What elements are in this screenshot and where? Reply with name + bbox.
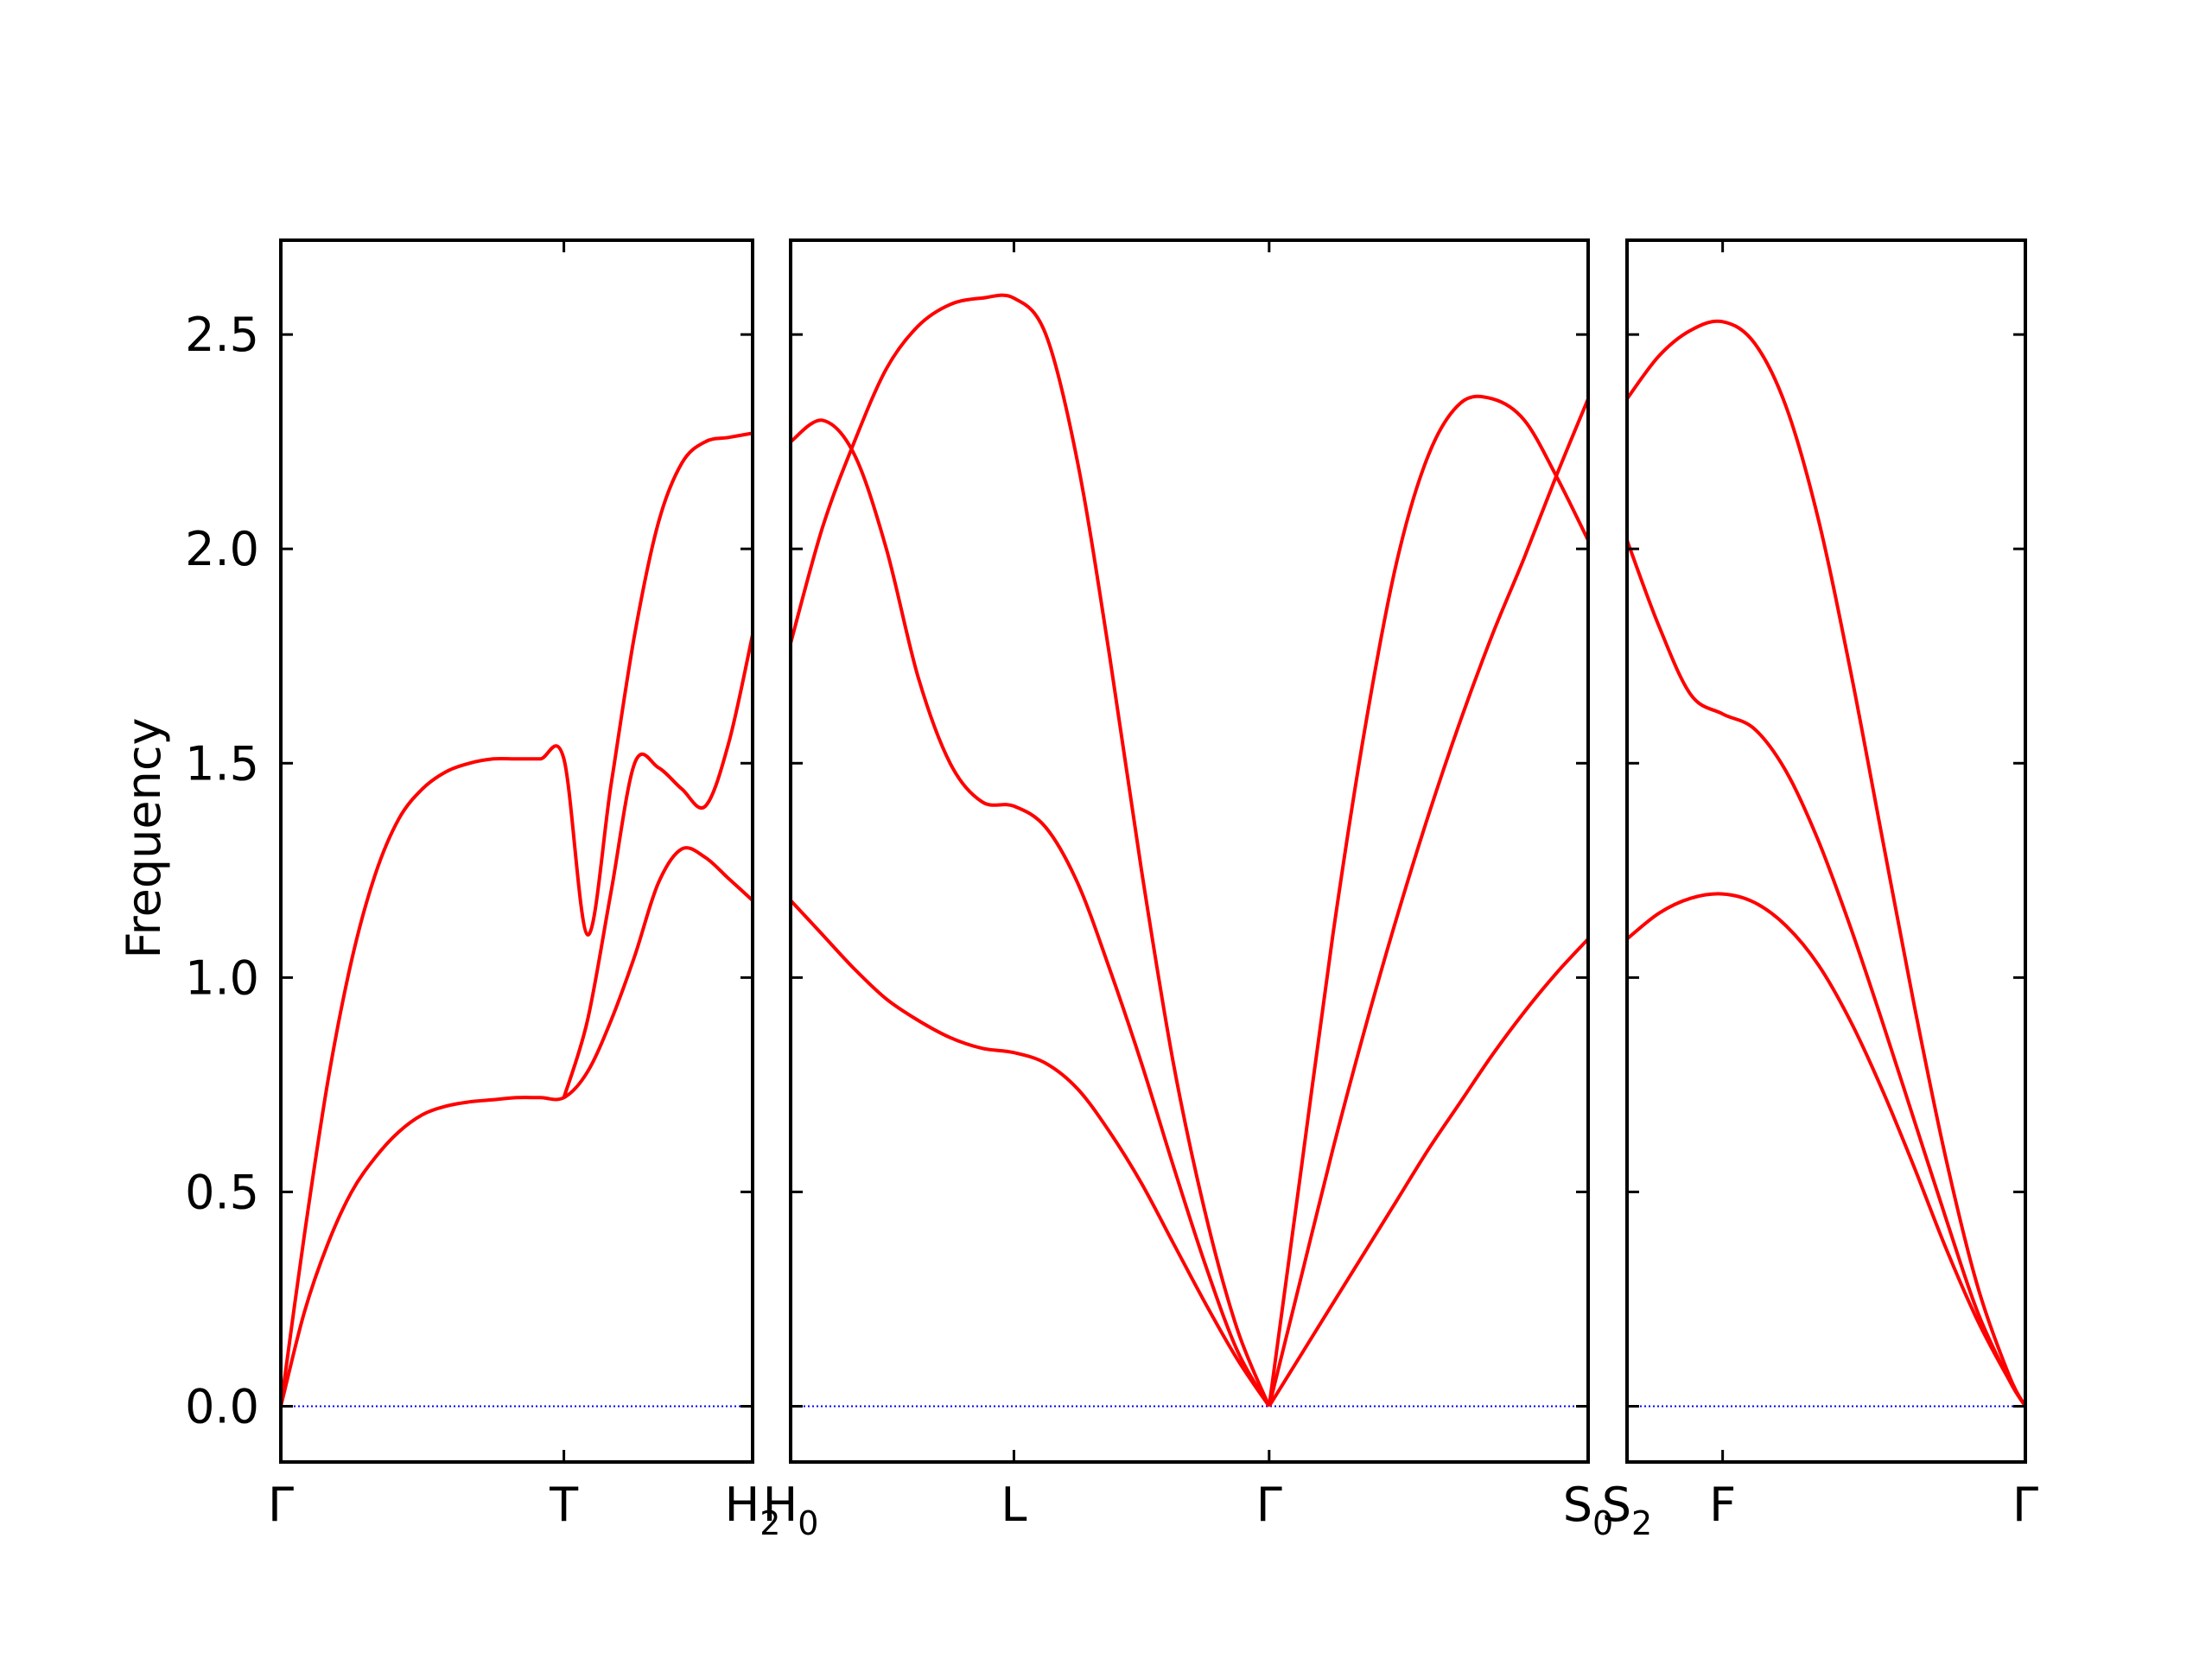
y-tick-label: 0.0 (185, 1380, 259, 1434)
x-tick-label: S0 (1563, 1478, 1613, 1542)
x-tick-label: Γ (2012, 1478, 2038, 1532)
y-tick-label: 0.5 (185, 1165, 259, 1219)
panel-frame (789, 238, 1590, 1464)
x-tick-label: S2 (1602, 1478, 1652, 1542)
panel-3: S2 F Γ (1602, 238, 2038, 1542)
x-tick-label: H0 (763, 1478, 819, 1542)
x-tick-label: H2 (725, 1478, 781, 1542)
y-tick-label: 2.0 (185, 522, 259, 576)
band-line-3 (562, 633, 753, 1098)
band-line-1 (1627, 892, 2025, 1408)
y-tick-label: 2.5 (185, 308, 259, 362)
band-line-3 (791, 293, 1271, 1408)
band-line-2 (791, 418, 1271, 1408)
x-tick-label: T (549, 1478, 579, 1532)
y-axis-title: Frequency (117, 718, 171, 959)
y-tick-label: 1.0 (185, 950, 259, 1005)
band-line-2 (1627, 539, 2025, 1408)
band-line-6 (1267, 394, 1588, 1407)
band-line-5 (1267, 397, 1588, 1407)
panel-frame (279, 238, 754, 1464)
band-line-3 (1627, 319, 2025, 1408)
panel-2: H0 L Γ S0 (763, 238, 1613, 1542)
x-tick-label: Γ (268, 1478, 294, 1532)
band-line-4 (1268, 938, 1588, 1408)
x-tick-label: L (1001, 1478, 1027, 1532)
x-tick-label: Γ (1256, 1478, 1282, 1532)
band-line-1 (791, 899, 1271, 1408)
x-tick-label: F (1709, 1478, 1736, 1532)
band-line-2 (281, 431, 753, 1407)
panel-frame (1625, 238, 2027, 1464)
band-line-1 (281, 846, 753, 1407)
panel-1: Γ T H2 (268, 238, 781, 1542)
y-axis: 0.0 0.5 1.0 1.5 2.0 2.5 (185, 308, 259, 1433)
y-tick-label: 1.5 (185, 736, 259, 791)
